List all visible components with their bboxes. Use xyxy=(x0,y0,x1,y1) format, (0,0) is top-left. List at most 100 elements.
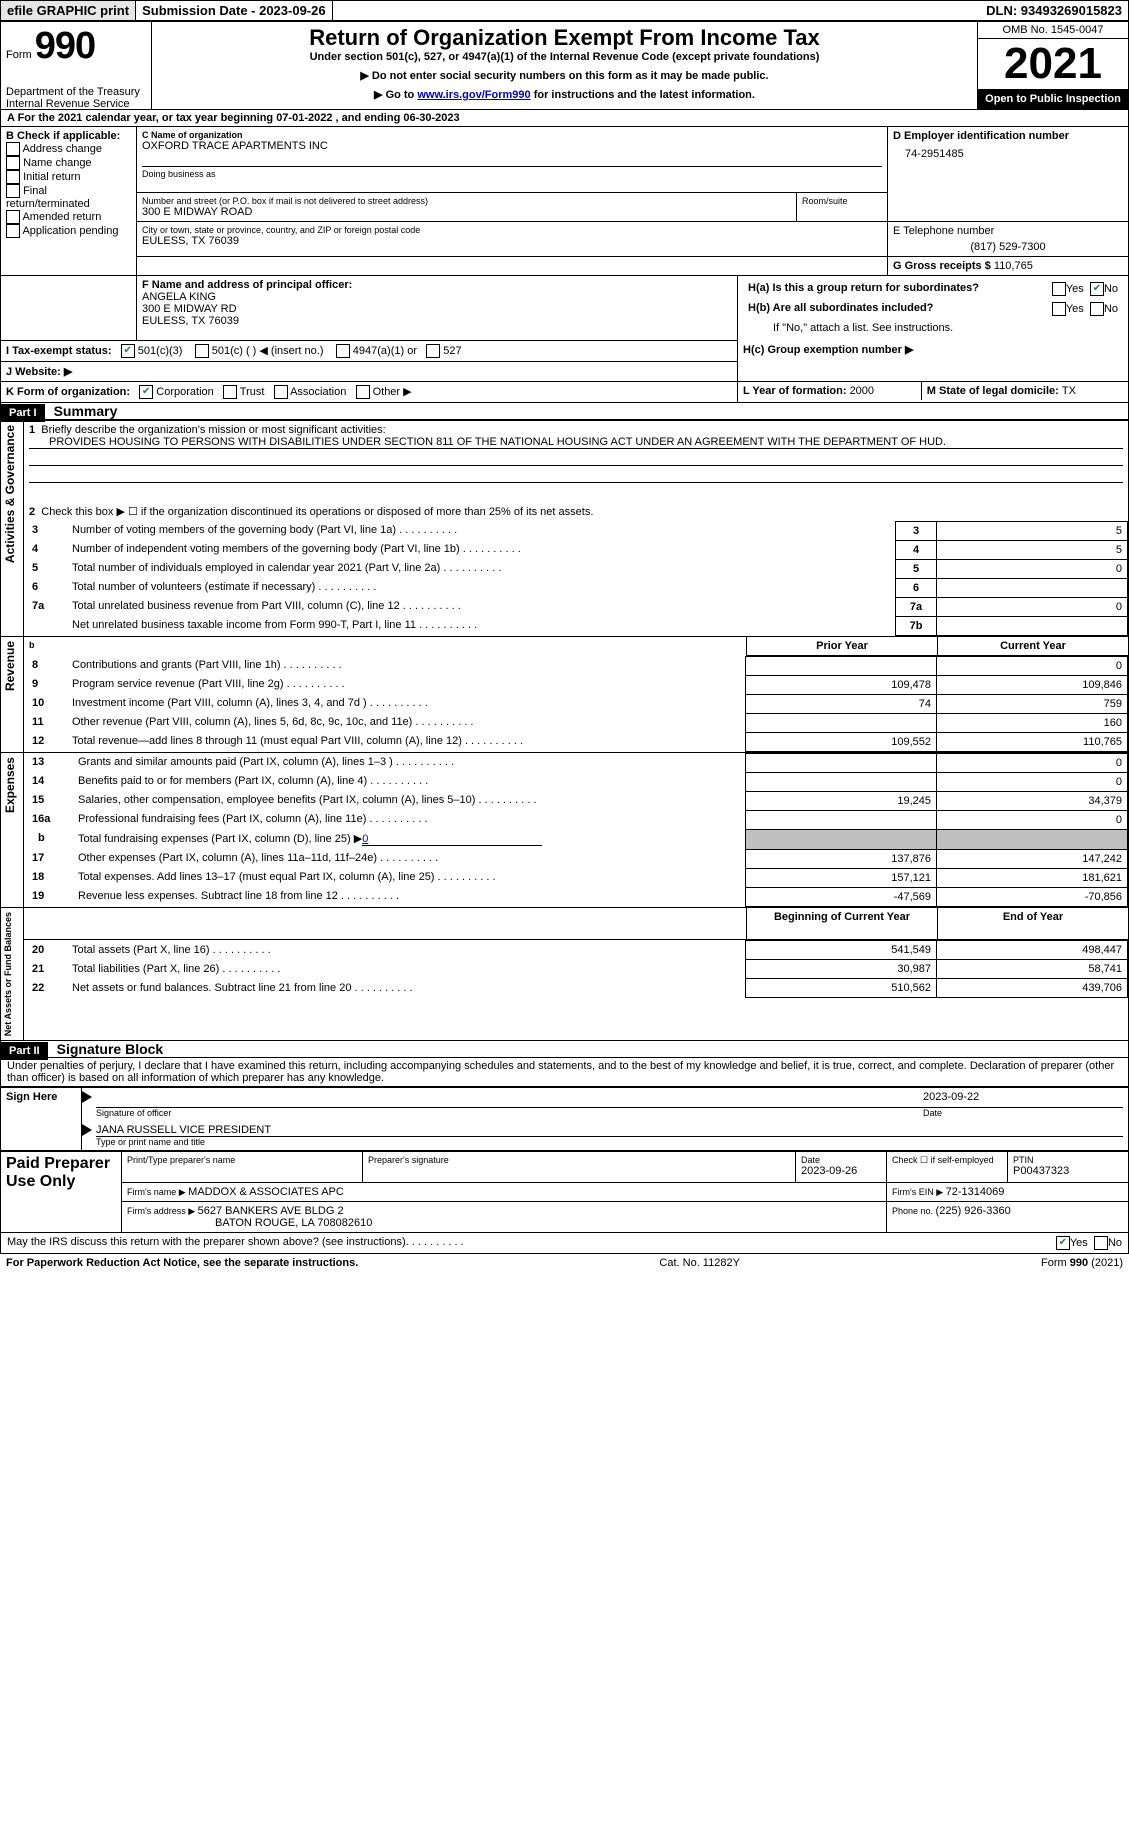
prior-value xyxy=(746,810,937,829)
line-value: 0 xyxy=(937,559,1128,578)
line-num: 8 xyxy=(24,656,67,675)
ha-no[interactable] xyxy=(1090,282,1104,296)
curr-value: 181,621 xyxy=(937,868,1128,887)
k-other[interactable] xyxy=(356,385,370,399)
ha-yes[interactable] xyxy=(1052,282,1066,296)
q2-text: Check this box ▶ ☐ if the organization d… xyxy=(41,506,593,518)
col-current: Current Year xyxy=(938,636,1129,655)
curr-shaded xyxy=(937,829,1128,849)
phone-value: (817) 529-7300 xyxy=(893,237,1123,253)
officer-addr1: 300 E MIDWAY RD xyxy=(142,303,237,315)
q1-label: Briefly describe the organization's miss… xyxy=(41,424,385,436)
hb-note: If "No," attach a list. See instructions… xyxy=(743,319,1123,337)
efile-print-button[interactable]: efile GRAPHIC print xyxy=(1,1,136,20)
line-text: Number of voting members of the governin… xyxy=(67,521,896,540)
side-expenses: Expenses xyxy=(1,753,19,817)
k-corp[interactable] xyxy=(139,385,153,399)
firm-ein: 72-1314069 xyxy=(946,1186,1005,1198)
opt-initial-return[interactable]: Initial return xyxy=(6,170,131,184)
check-self-employed[interactable]: Check ☐ if self-employed xyxy=(887,1151,1008,1182)
curr-value: 759 xyxy=(937,694,1128,713)
hb-no[interactable] xyxy=(1090,302,1104,316)
line-text: Professional fundraising fees (Part IX, … xyxy=(73,810,746,829)
k-assoc[interactable] xyxy=(274,385,288,399)
paid-preparer-label: Paid Preparer Use Only xyxy=(1,1151,122,1232)
m-state: TX xyxy=(1062,385,1076,397)
line-box: 5 xyxy=(896,559,937,578)
curr-value: 498,447 xyxy=(937,941,1128,960)
b-check-label: B Check if applicable: xyxy=(6,130,131,142)
sign-here-label: Sign Here xyxy=(1,1087,82,1150)
line-num: 3 xyxy=(24,521,67,540)
part-i-header: Part I xyxy=(1,404,45,422)
officer-name: ANGELA KING xyxy=(142,291,216,303)
k-trust[interactable] xyxy=(223,385,237,399)
line-num: 20 xyxy=(24,941,67,960)
line-text: Total liabilities (Part X, line 26) xyxy=(67,960,746,979)
side-activities: Activities & Governance xyxy=(1,421,19,567)
line-text: Total fundraising expenses (Part IX, col… xyxy=(73,829,746,849)
line-text: Total assets (Part X, line 16) xyxy=(67,941,746,960)
line-num: 16a xyxy=(24,810,73,829)
tax-year: 2021 xyxy=(978,39,1128,89)
sig-date: 2023-09-22 xyxy=(923,1091,1123,1108)
curr-value: -70,856 xyxy=(937,887,1128,906)
part-ii-header: Part II xyxy=(1,1042,48,1060)
line-num: 17 xyxy=(24,849,73,868)
form-header-table: Form 990 Department of the Treasury Inte… xyxy=(0,21,1129,110)
i-501c[interactable] xyxy=(195,344,209,358)
discuss-no[interactable] xyxy=(1094,1236,1108,1250)
ptin-label: PTIN xyxy=(1013,1155,1123,1165)
opt-final-return[interactable]: Final return/terminated xyxy=(6,184,131,210)
opt-name-change[interactable]: Name change xyxy=(6,156,131,170)
curr-value: 0 xyxy=(937,656,1128,675)
line-num: 7a xyxy=(24,597,67,616)
line-num: 10 xyxy=(24,694,67,713)
signature-table: Sign Here Signature of officer 2023-09-2… xyxy=(0,1087,1129,1151)
opt-app-pending[interactable]: Application pending xyxy=(6,224,131,238)
curr-value: 58,741 xyxy=(937,960,1128,979)
line-text: Salaries, other compensation, employee b… xyxy=(73,791,746,810)
officer-name-label: Type or print name and title xyxy=(96,1137,1123,1147)
ein-value: 74-2951485 xyxy=(893,142,1123,160)
side-revenue: Revenue xyxy=(1,637,19,695)
discuss-row: May the IRS discuss this return with the… xyxy=(0,1233,1129,1254)
line-text: Other revenue (Part VIII, column (A), li… xyxy=(67,713,746,732)
line-value xyxy=(937,578,1128,597)
firm-name: MADDOX & ASSOCIATES APC xyxy=(188,1186,344,1198)
irs-link[interactable]: www.irs.gov/Form990 xyxy=(417,89,530,101)
line-num xyxy=(24,616,67,635)
opt-address-change[interactable]: Address change xyxy=(6,142,131,156)
line-num: 6 xyxy=(24,578,67,597)
i-527[interactable] xyxy=(426,344,440,358)
i-status-label: I Tax-exempt status: xyxy=(6,345,112,357)
curr-value: 34,379 xyxy=(937,791,1128,810)
l-year: 2000 xyxy=(850,385,874,397)
subtitle-2: ▶ Do not enter social security numbers o… xyxy=(157,69,972,82)
col-prior: Prior Year xyxy=(747,636,938,655)
line-text: Grants and similar amounts paid (Part IX… xyxy=(73,753,746,772)
line-text: Benefits paid to or for members (Part IX… xyxy=(73,772,746,791)
form-title: Return of Organization Exempt From Incom… xyxy=(157,25,972,51)
dba-label: Doing business as xyxy=(142,166,882,179)
arrow-icon xyxy=(82,1091,92,1103)
opt-amended-return[interactable]: Amended return xyxy=(6,210,131,224)
prep-sig-label: Preparer's signature xyxy=(368,1155,790,1165)
i-501c3[interactable] xyxy=(121,344,135,358)
part-i-table: Activities & Governance 1 Briefly descri… xyxy=(0,420,1129,1041)
line-num: 9 xyxy=(24,675,67,694)
hb-yes[interactable] xyxy=(1052,302,1066,316)
side-netassets: Net Assets or Fund Balances xyxy=(1,908,15,1040)
i-4947[interactable] xyxy=(336,344,350,358)
form-label-footer: Form 990 (2021) xyxy=(1041,1257,1123,1269)
officer-printed-name: JANA RUSSELL VICE PRESIDENT xyxy=(96,1124,1123,1137)
e-phone-label: E Telephone number xyxy=(893,225,1123,237)
form-number: 990 xyxy=(35,25,95,67)
addr-label: Number and street (or P.O. box if mail i… xyxy=(142,196,791,206)
line-text: Total revenue—add lines 8 through 11 (mu… xyxy=(67,732,746,751)
line-num: 5 xyxy=(24,559,67,578)
curr-value: 147,242 xyxy=(937,849,1128,868)
discuss-yes[interactable] xyxy=(1056,1236,1070,1250)
prior-value: 541,549 xyxy=(746,941,937,960)
line-value: 5 xyxy=(937,521,1128,540)
